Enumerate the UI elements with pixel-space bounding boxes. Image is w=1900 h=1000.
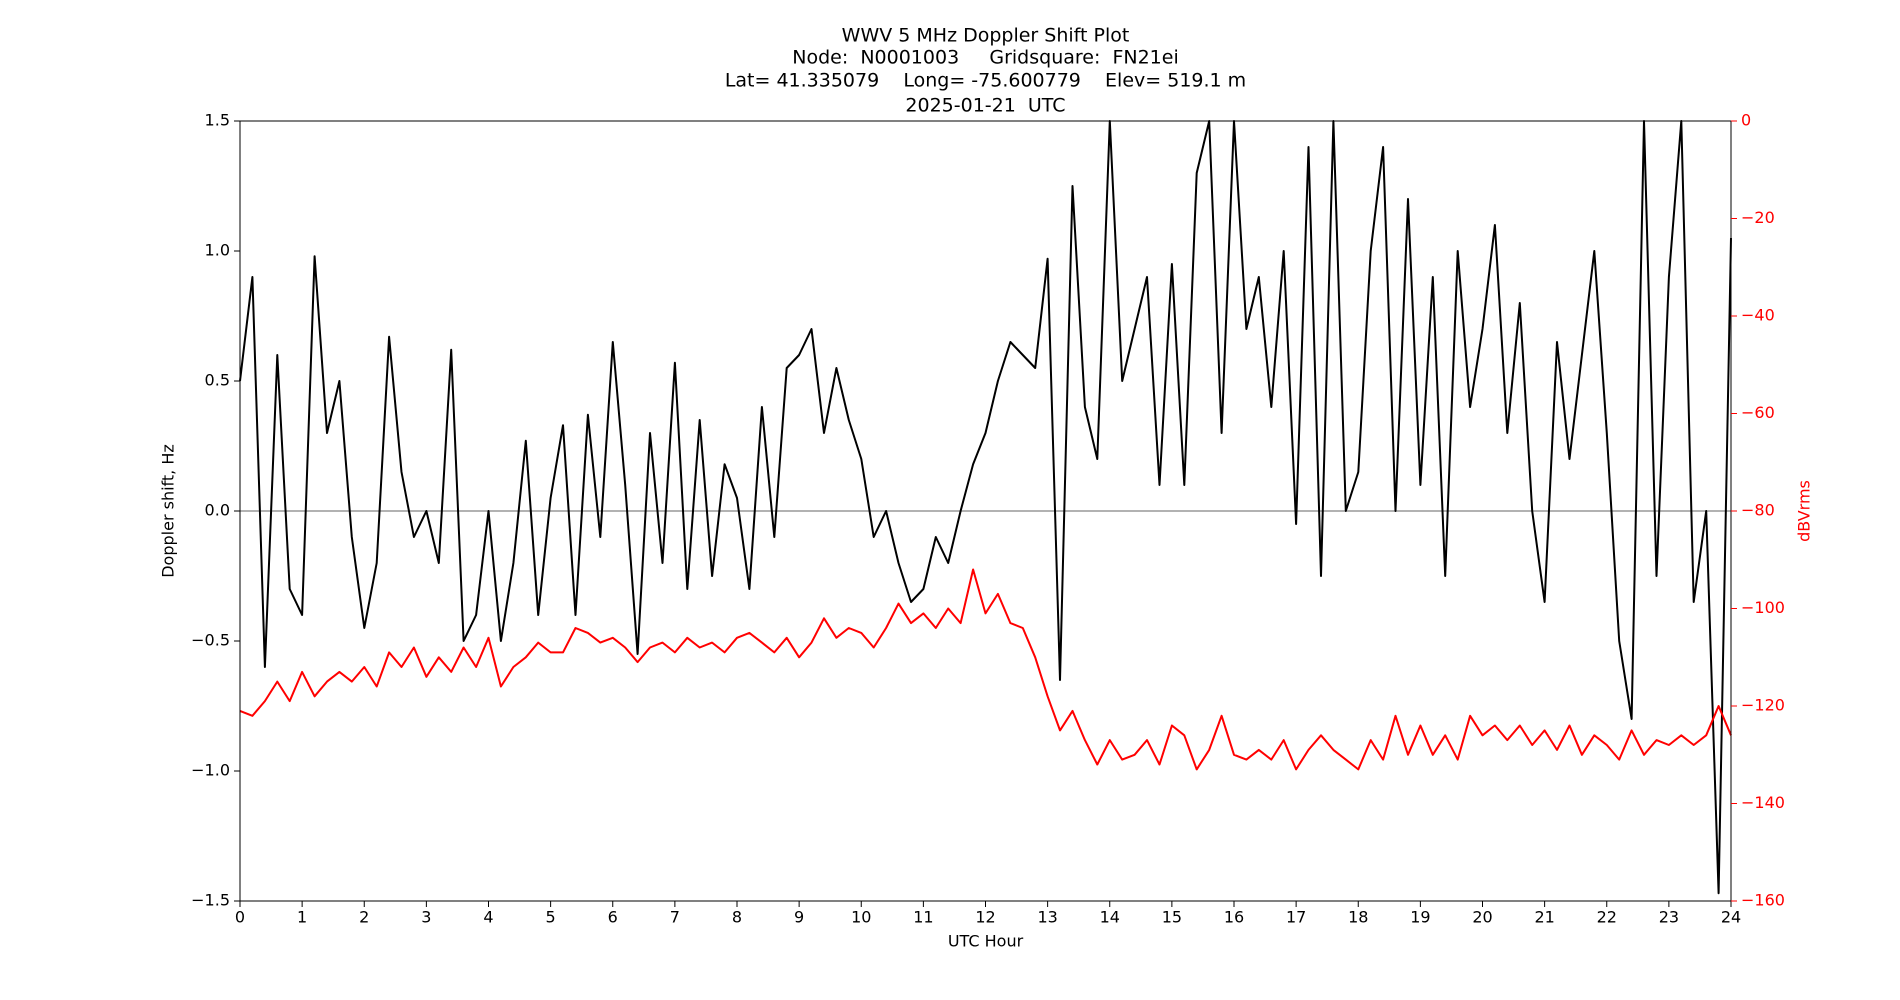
line-series [239,568,1732,771]
y-tick-label: −1.5 [191,891,230,910]
x-tick-label: 14 [1100,908,1120,927]
x-tick-label: 7 [670,908,680,927]
chart-title: Lat= 41.335079 Long= -75.600779 Elev= 51… [725,70,1246,92]
y2-tick-label: 0 [1741,111,1751,130]
y2-tick-label: −140 [1741,793,1785,812]
y-tick-label: −0.5 [191,631,230,650]
y2-tick-label: −40 [1741,306,1775,325]
y-tick-label: 0.5 [205,371,230,390]
x-tick-label: 13 [1037,908,1057,927]
x-tick-label: 24 [1721,908,1741,927]
y2-tick-label: −160 [1741,891,1785,910]
y2-tick-label: −120 [1741,696,1785,715]
x-tick-label: 8 [732,908,742,927]
x-tick-label: 1 [297,908,307,927]
y2-tick-label: −80 [1741,501,1775,520]
y-tick-label: −1.0 [191,761,230,780]
x-tick-label: 22 [1597,908,1617,927]
chart-title: WWV 5 MHz Doppler Shift Plot [842,25,1130,47]
y-tick-label: 1.5 [205,111,230,130]
x-tick-label: 5 [546,908,556,927]
chart-title: Node: N0001003 Gridsquare: FN21ei [792,47,1178,69]
x-tick-label: 0 [235,908,245,927]
x-tick-label: 20 [1472,908,1492,927]
x-tick-label: 21 [1534,908,1554,927]
x-tick-label: 19 [1410,908,1430,927]
x-tick-label: 12 [975,908,995,927]
x-tick-label: 16 [1224,908,1244,927]
y2-tick-label: −100 [1741,598,1785,617]
x-tick-label: 17 [1286,908,1306,927]
y2-axis-label: dBVrms [1795,480,1814,542]
x-axis-label: UTC Hour [948,932,1024,951]
x-tick-label: 10 [851,908,871,927]
x-tick-label: 6 [608,908,618,927]
y2-tick-label: −20 [1741,208,1775,227]
line-series [239,120,1732,895]
y2-tick-label: −60 [1741,403,1775,422]
y-axis-label: Doppler shift, Hz [159,444,178,578]
x-tick-label: 4 [483,908,493,927]
x-tick-label: 2 [359,908,369,927]
y-tick-label: 1.0 [205,241,230,260]
x-tick-label: 11 [913,908,933,927]
x-tick-label: 9 [794,908,804,927]
x-tick-label: 3 [421,908,431,927]
y-tick-label: 0.0 [205,501,230,520]
x-tick-label: 23 [1659,908,1679,927]
x-tick-label: 18 [1348,908,1368,927]
x-tick-label: 15 [1162,908,1182,927]
chart-title: 2025-01-21 UTC [905,95,1065,117]
